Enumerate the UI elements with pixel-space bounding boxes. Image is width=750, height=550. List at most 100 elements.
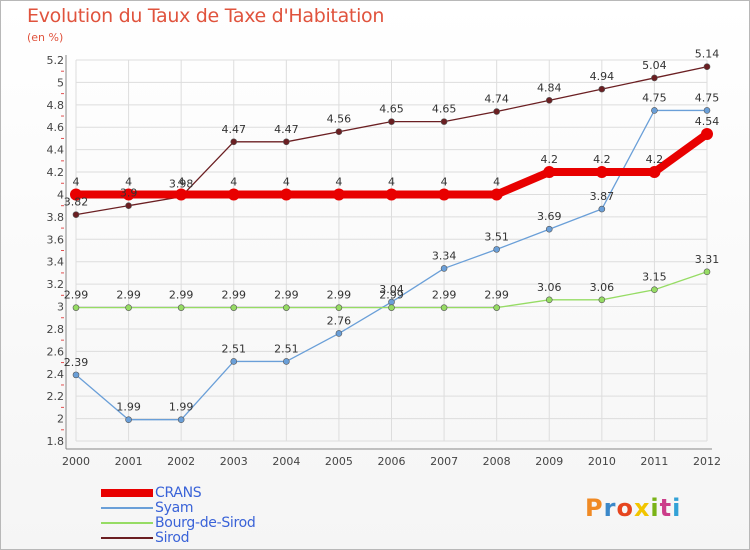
data-point-crans xyxy=(490,188,503,201)
data-label-sirod: 4.65 xyxy=(379,103,404,116)
data-point-bourg-de-sirod xyxy=(283,304,290,311)
data-point-syam xyxy=(177,416,185,424)
data-label-crans: 4 xyxy=(441,175,448,188)
data-label-syam: 3.04 xyxy=(379,283,404,296)
data-label-sirod: 4.84 xyxy=(537,81,562,94)
logo-letter: i xyxy=(650,494,660,522)
y-tick-label: 2.6 xyxy=(47,345,65,358)
data-point-crans xyxy=(280,188,293,201)
data-label-bourg-de-sirod: 2.99 xyxy=(222,289,247,302)
x-tick-label: 2006 xyxy=(378,455,406,468)
data-label-sirod: 4.65 xyxy=(432,103,457,116)
data-label-sirod: 3.98 xyxy=(169,178,194,191)
data-point-bourg-de-sirod xyxy=(598,296,606,304)
data-label-crans: 4.2 xyxy=(646,153,664,166)
x-tick-label: 2002 xyxy=(167,455,195,468)
axes: 1.8 2 2.2 2.4 2.6 2.8 3 3.2 3.4 3.6 3.8 4 4.2 4.4 4.6 4… xyxy=(47,54,722,468)
data-point-bourg-de-sirod xyxy=(335,304,343,311)
data-label-sirod: 5.14 xyxy=(695,48,720,61)
legend-swatch xyxy=(101,537,153,539)
data-label-syam: 2.51 xyxy=(222,342,247,355)
data-label-sirod: 4.47 xyxy=(274,123,299,136)
data-label-crans: 4 xyxy=(493,175,500,188)
data-label-bourg-de-sirod: 2.99 xyxy=(484,289,509,302)
data-point-crans xyxy=(175,188,188,201)
data-point-sirod xyxy=(440,118,448,125)
data-point-bourg-de-sirod xyxy=(72,304,80,311)
data-label-crans: 4 xyxy=(335,175,342,188)
legend-swatch xyxy=(101,522,153,524)
data-label-syam: 4.75 xyxy=(695,91,720,104)
data-point-sirod xyxy=(598,85,606,93)
data-point-crans xyxy=(438,188,451,201)
y-tick-label: 2.8 xyxy=(47,323,65,336)
y-tick-label: 5.2 xyxy=(47,54,65,67)
legend-swatch xyxy=(101,507,153,509)
data-point-crans xyxy=(227,188,240,201)
y-tick-label: 3.6 xyxy=(47,233,65,246)
data-label-syam: 2.51 xyxy=(274,342,299,355)
y-tick-label: 5 xyxy=(57,76,64,89)
y-tick-label: 2 xyxy=(57,413,64,426)
data-point-bourg-de-sirod xyxy=(545,296,553,304)
y-tick-label: 4.8 xyxy=(47,99,65,112)
x-tick-label: 2010 xyxy=(588,455,616,468)
data-label-bourg-de-sirod: 3.06 xyxy=(537,281,562,294)
data-point-sirod xyxy=(703,63,711,71)
x-tick-label: 2007 xyxy=(430,455,458,468)
chart-title: Evolution du Taux de Taxe d'Habitation xyxy=(27,5,385,27)
data-point-syam xyxy=(283,358,290,365)
data-label-crans: 4 xyxy=(283,175,290,188)
data-label-bourg-de-sirod: 2.99 xyxy=(432,289,457,302)
y-tick-label: 1.8 xyxy=(47,435,65,448)
data-label-sirod: 5.04 xyxy=(642,59,667,72)
data-point-crans xyxy=(385,188,398,201)
legend-label: Sirod xyxy=(155,530,190,546)
data-label-sirod: 3.9 xyxy=(120,187,138,200)
data-label-syam: 1.99 xyxy=(169,401,194,414)
data-point-crans xyxy=(648,166,661,179)
legend-swatch xyxy=(101,489,153,497)
data-point-sirod xyxy=(125,202,132,209)
data-label-sirod: 4.74 xyxy=(484,93,509,106)
logo-letter: r xyxy=(603,494,617,522)
data-label-crans: 4.54 xyxy=(695,115,720,128)
legend-label: CRANS xyxy=(155,485,202,501)
data-point-bourg-de-sirod xyxy=(125,304,132,311)
legend-label: Syam xyxy=(155,500,194,516)
data-label-crans: 4 xyxy=(388,175,395,188)
y-tick-label: 4.2 xyxy=(47,166,65,179)
y-tick-label: 3.8 xyxy=(47,211,65,224)
x-tick-label: 2012 xyxy=(693,455,721,468)
data-label-sirod: 3.82 xyxy=(64,196,89,209)
line-chart: 1.822.22.42.62.833.23.43.63.844.24.44.64… xyxy=(47,48,722,468)
data-point-syam xyxy=(440,265,448,272)
data-point-syam xyxy=(598,205,606,213)
x-tick-label: 2009 xyxy=(535,455,563,468)
y-tick-label: 4.4 xyxy=(47,144,65,157)
data-label-crans: 4 xyxy=(230,175,237,188)
data-point-sirod xyxy=(283,138,290,146)
data-point-syam xyxy=(335,330,343,337)
data-label-crans: 4.2 xyxy=(593,153,611,166)
data-point-syam xyxy=(651,107,658,114)
logo-letter: o xyxy=(616,494,634,522)
data-label-crans: 4.2 xyxy=(541,153,559,166)
data-label-bourg-de-sirod: 3.06 xyxy=(590,281,615,294)
data-point-syam xyxy=(493,246,500,253)
data-point-sirod xyxy=(651,74,658,82)
data-label-bourg-de-sirod: 3.15 xyxy=(642,271,667,284)
data-label-bourg-de-sirod: 2.99 xyxy=(116,289,141,302)
data-label-syam: 3.34 xyxy=(432,249,457,262)
data-point-syam xyxy=(703,107,711,114)
data-label-bourg-de-sirod: 2.99 xyxy=(64,289,89,302)
data-label-syam: 2.76 xyxy=(327,314,352,327)
legend-item-syam: Syam xyxy=(101,500,194,516)
x-tick-label: 2005 xyxy=(325,455,353,468)
y-tick-label: 4.6 xyxy=(47,121,65,134)
data-point-bourg-de-sirod xyxy=(493,304,500,311)
logo-letter: P xyxy=(585,494,604,522)
data-label-syam: 3.51 xyxy=(484,230,509,243)
x-tick-label: 2001 xyxy=(115,455,143,468)
data-label-sirod: 4.94 xyxy=(590,70,615,83)
